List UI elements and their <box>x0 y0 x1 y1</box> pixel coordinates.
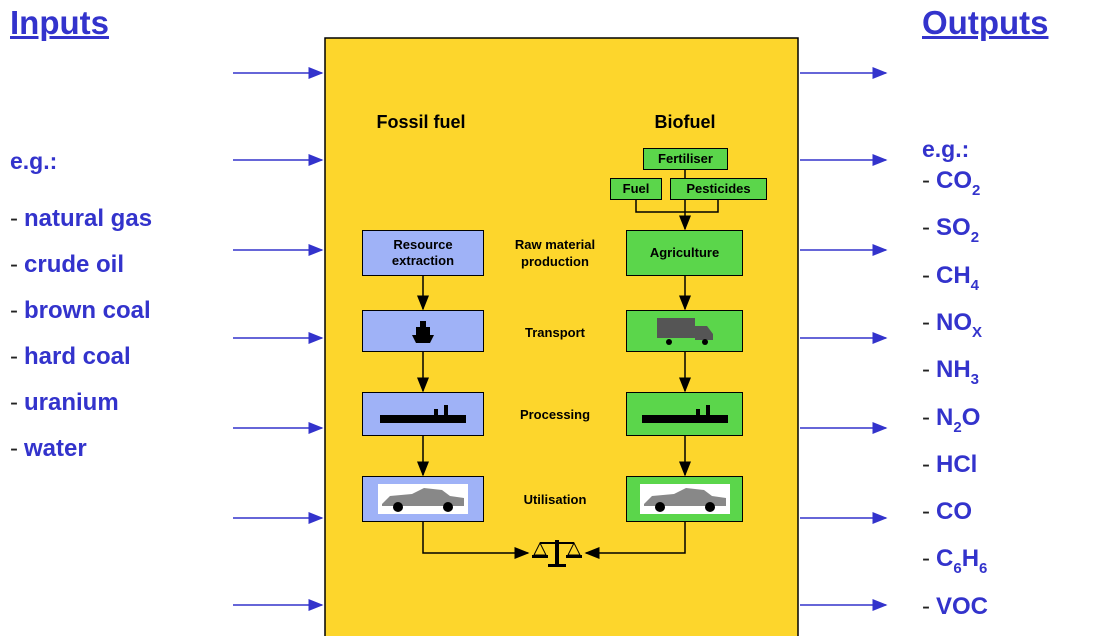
bullet: - <box>10 389 18 416</box>
column-label: Biofuel <box>655 112 716 133</box>
output-item: -NOX <box>922 309 982 337</box>
input-name: natural gas <box>24 205 152 232</box>
input-item: -uranium <box>10 389 119 417</box>
inputs-title: Inputs <box>10 4 109 42</box>
input-name: uranium <box>24 389 119 416</box>
input-name: water <box>24 435 87 462</box>
bullet: - <box>922 545 930 572</box>
subscript: 2 <box>953 419 961 436</box>
output-item: -NH3 <box>922 356 979 384</box>
input-item: -natural gas <box>10 205 152 233</box>
output-item: -CH4 <box>922 262 979 290</box>
subscript: 2 <box>972 182 980 199</box>
input-box: Pesticides <box>670 178 767 200</box>
car-icon <box>378 484 468 514</box>
formula-part: H <box>962 545 979 572</box>
utilisation-box <box>626 476 743 522</box>
car-icon <box>640 484 730 514</box>
formula-part: HCl <box>936 451 977 478</box>
input-item: -brown coal <box>10 297 151 325</box>
output-item: -C6H6 <box>922 545 987 573</box>
stage-label: Transport <box>495 324 615 341</box>
formula-part: NH <box>936 356 971 383</box>
output-item: -CO2 <box>922 167 980 195</box>
utilisation-box <box>362 476 484 522</box>
outputs-example-label: e.g.: <box>922 136 969 163</box>
stage-label: Utilisation <box>495 491 615 508</box>
process-box: Agriculture <box>626 230 743 276</box>
bullet: - <box>922 498 930 525</box>
bullet: - <box>10 343 18 370</box>
bullet: - <box>922 262 930 289</box>
stage-label: Raw material production <box>495 236 615 270</box>
formula-part: NO <box>936 309 972 336</box>
subscript: 2 <box>971 229 979 246</box>
processing-box <box>626 392 743 436</box>
output-item: -CO <box>922 498 972 526</box>
formula-part: N <box>936 404 953 431</box>
input-box: Fertiliser <box>643 148 728 170</box>
output-item: -N2O <box>922 404 980 432</box>
input-box: Fuel <box>610 178 662 200</box>
bullet: - <box>922 451 930 478</box>
column-label: Fossil fuel <box>376 112 465 133</box>
transport-box <box>626 310 743 352</box>
input-item: -water <box>10 435 87 463</box>
output-item: -HCl <box>922 451 977 479</box>
formula-part: O <box>962 404 981 431</box>
subscript: 3 <box>971 371 979 388</box>
outputs-title: Outputs <box>922 4 1048 42</box>
bullet: - <box>10 435 18 462</box>
subscript: X <box>972 324 982 341</box>
output-item: -SO2 <box>922 214 979 242</box>
processing-box <box>362 392 484 436</box>
bullet: - <box>922 167 930 194</box>
formula-part: SO <box>936 214 971 241</box>
formula-part: CO <box>936 167 972 194</box>
formula-part: CO <box>936 498 972 525</box>
factory-icon <box>378 403 468 425</box>
output-item: -VOC <box>922 593 988 621</box>
diagram: Inputs e.g.: Outputs e.g.: Fossil fuel B… <box>0 0 1106 636</box>
input-name: hard coal <box>24 343 131 370</box>
input-name: brown coal <box>24 297 151 324</box>
formula-part: C <box>936 545 953 572</box>
ship-icon <box>408 317 438 345</box>
factory-icon <box>640 403 730 425</box>
subscript: 6 <box>953 560 961 577</box>
bullet: - <box>922 404 930 431</box>
subscript: 4 <box>971 277 979 294</box>
input-item: -hard coal <box>10 343 131 371</box>
subscript: 6 <box>979 560 987 577</box>
bullet: - <box>922 309 930 336</box>
bullet: - <box>10 205 18 232</box>
process-box: Resource extraction <box>362 230 484 276</box>
bullet: - <box>922 593 930 620</box>
bullet: - <box>922 214 930 241</box>
inputs-example-label: e.g.: <box>10 148 57 175</box>
formula-part: CH <box>936 262 971 289</box>
bullet: - <box>922 356 930 383</box>
formula-part: VOC <box>936 593 988 620</box>
truck-icon <box>655 316 715 346</box>
bullet: - <box>10 251 18 278</box>
transport-box <box>362 310 484 352</box>
input-item: -crude oil <box>10 251 124 279</box>
bullet: - <box>10 297 18 324</box>
input-name: crude oil <box>24 251 124 278</box>
stage-label: Processing <box>495 406 615 423</box>
